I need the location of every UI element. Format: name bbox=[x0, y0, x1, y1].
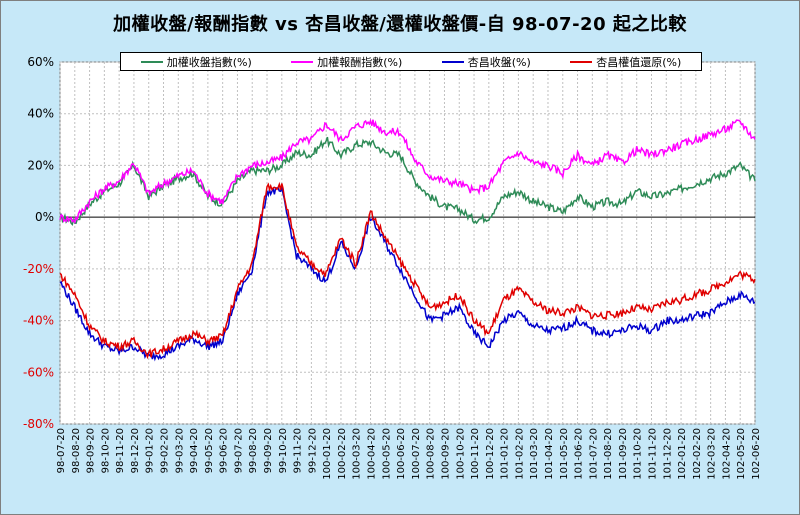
x-tick-label: 98-09-20 bbox=[86, 428, 97, 473]
x-tick-label: 100-04-20 bbox=[367, 428, 378, 480]
x-tick-label: 99-06-20 bbox=[219, 428, 230, 473]
x-tick-label: 101-05-20 bbox=[559, 428, 570, 480]
x-tick-label: 100-01-20 bbox=[322, 428, 333, 480]
y-tick-label: -80% bbox=[23, 417, 54, 431]
legend-label-return-index: 加權報酬指數(%) bbox=[317, 55, 403, 69]
x-tick-label: 99-09-20 bbox=[263, 428, 274, 473]
x-tick-label: 101-08-20 bbox=[603, 428, 614, 480]
x-tick-label: 101-07-20 bbox=[588, 428, 599, 480]
legend-swatch-stock-close bbox=[441, 60, 464, 63]
x-tick-label: 100-09-20 bbox=[440, 428, 451, 480]
x-tick-label: 100-11-20 bbox=[470, 428, 481, 480]
series-line-0 bbox=[59, 136, 756, 226]
x-tick-label: 98-11-20 bbox=[115, 428, 126, 473]
legend-item-taiex: 加權收盤指數(%) bbox=[140, 54, 252, 70]
x-tick-label: 99-05-20 bbox=[204, 428, 215, 473]
x-tick-label: 98-12-20 bbox=[130, 428, 141, 473]
x-tick-label: 99-04-20 bbox=[189, 428, 200, 473]
y-tick-label: -40% bbox=[23, 314, 54, 328]
legend-swatch-return-index bbox=[291, 60, 314, 63]
x-tick-label: 101-12-20 bbox=[662, 428, 673, 480]
x-tick-label: 100-08-20 bbox=[426, 428, 437, 480]
x-tick-label: 102-04-20 bbox=[721, 428, 732, 480]
y-tick-label: 40% bbox=[27, 107, 54, 121]
y-tick-label: 0% bbox=[35, 210, 54, 224]
x-tick-label: 100-10-20 bbox=[455, 428, 466, 480]
legend: 加權收盤指數(%) 加權報酬指數(%) 杏昌收盤(%) 杏昌權值還原(%) bbox=[120, 52, 702, 71]
x-tick-label: 102-06-20 bbox=[751, 428, 762, 480]
legend-label-taiex: 加權收盤指數(%) bbox=[166, 55, 252, 69]
x-tick-label: 100-12-20 bbox=[485, 428, 496, 480]
x-tick-label: 98-10-20 bbox=[100, 428, 111, 473]
x-tick-label: 100-02-20 bbox=[337, 428, 348, 480]
y-tick-label: 60% bbox=[27, 55, 54, 69]
x-tick-label: 99-01-20 bbox=[145, 428, 156, 473]
x-tick-label: 99-08-20 bbox=[248, 428, 259, 473]
x-tick-label: 99-10-20 bbox=[278, 428, 289, 473]
x-tick-label: 101-03-20 bbox=[529, 428, 540, 480]
x-tick-label: 102-02-20 bbox=[692, 428, 703, 480]
chart-title: 加權收盤/報酬指數 vs 杏昌收盤/還權收盤價-自 98-07-20 起之比較 bbox=[113, 14, 687, 35]
x-tick-label: 101-01-20 bbox=[500, 428, 511, 480]
x-tick-label: 98-07-20 bbox=[56, 428, 67, 473]
x-tick-label: 102-03-20 bbox=[707, 428, 718, 480]
series-line-1 bbox=[59, 118, 756, 225]
x-tick-label: 99-12-20 bbox=[307, 428, 318, 473]
x-tick-label: 100-03-20 bbox=[352, 428, 363, 480]
y-tick-label: -60% bbox=[23, 365, 54, 379]
legend-item-adjusted: 杏昌權值還原(%) bbox=[570, 54, 681, 70]
x-tick-label: 102-05-20 bbox=[736, 428, 747, 480]
x-tick-label: 101-02-20 bbox=[514, 428, 525, 480]
x-tick-label: 101-10-20 bbox=[633, 428, 644, 480]
x-tick-label: 102-01-20 bbox=[677, 428, 688, 480]
legend-label-adjusted: 杏昌權值還原(%) bbox=[596, 55, 682, 69]
legend-swatch-adjusted bbox=[570, 60, 593, 63]
legend-item-stock-close: 杏昌收盤(%) bbox=[441, 54, 531, 70]
plot-area bbox=[59, 61, 756, 425]
series-line-2 bbox=[59, 184, 756, 362]
series-line-3 bbox=[59, 181, 756, 360]
x-tick-label: 100-07-20 bbox=[411, 428, 422, 480]
legend-swatch-taiex bbox=[140, 60, 163, 63]
x-tick-label: 99-03-20 bbox=[174, 428, 185, 473]
x-tick-label: 100-06-20 bbox=[396, 428, 407, 480]
x-tick-label: 98-08-20 bbox=[71, 428, 82, 473]
y-tick-label: -20% bbox=[23, 262, 54, 276]
x-tick-label: 101-11-20 bbox=[647, 428, 658, 480]
x-tick-label: 101-04-20 bbox=[544, 428, 555, 480]
legend-label-stock-close: 杏昌收盤(%) bbox=[467, 55, 531, 69]
x-tick-label: 99-02-20 bbox=[160, 428, 171, 473]
y-tick-label: 20% bbox=[27, 158, 54, 172]
x-tick-label: 101-09-20 bbox=[618, 428, 629, 480]
x-tick-label: 99-07-20 bbox=[233, 428, 244, 473]
x-tick-label: 101-06-20 bbox=[574, 428, 585, 480]
x-tick-label: 99-11-20 bbox=[293, 428, 304, 473]
x-tick-label: 100-05-20 bbox=[381, 428, 392, 480]
legend-item-return-index: 加權報酬指數(%) bbox=[291, 54, 402, 70]
